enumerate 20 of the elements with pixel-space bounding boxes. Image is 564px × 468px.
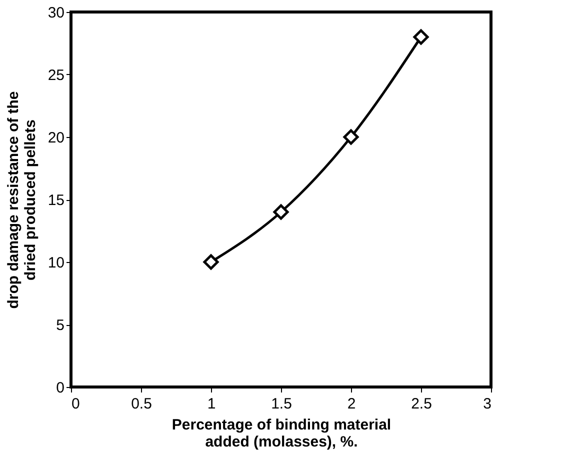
x-tick-label: 2 — [347, 396, 356, 412]
y-axis-title: drop damage resistance of the dried produced pellets — [4, 91, 39, 309]
y-tick-label: 25 — [48, 67, 64, 84]
y-tick-label: 5 — [56, 317, 64, 334]
y-tick-label: 30 — [48, 4, 64, 22]
x-tick-label: 0.5 — [131, 396, 152, 412]
point — [203, 254, 219, 270]
point — [273, 204, 289, 220]
y-tick-label: 15 — [48, 192, 64, 209]
x-tick-label: 2.5 — [411, 396, 432, 412]
x-tick-label: 1.5 — [271, 396, 292, 412]
x-tick-label: 1 — [207, 396, 216, 412]
y-tick-label: 0 — [56, 380, 64, 396]
y-tick-label: 20 — [48, 130, 64, 146]
x-axis-title: Percentage of binding material added (molasses), %. — [172, 416, 392, 450]
point — [413, 29, 429, 45]
x-tick-label: 0 — [72, 396, 80, 412]
x-tick-label: 3 — [483, 396, 492, 412]
point — [343, 129, 359, 145]
y-tick-label: 10 — [48, 254, 64, 272]
